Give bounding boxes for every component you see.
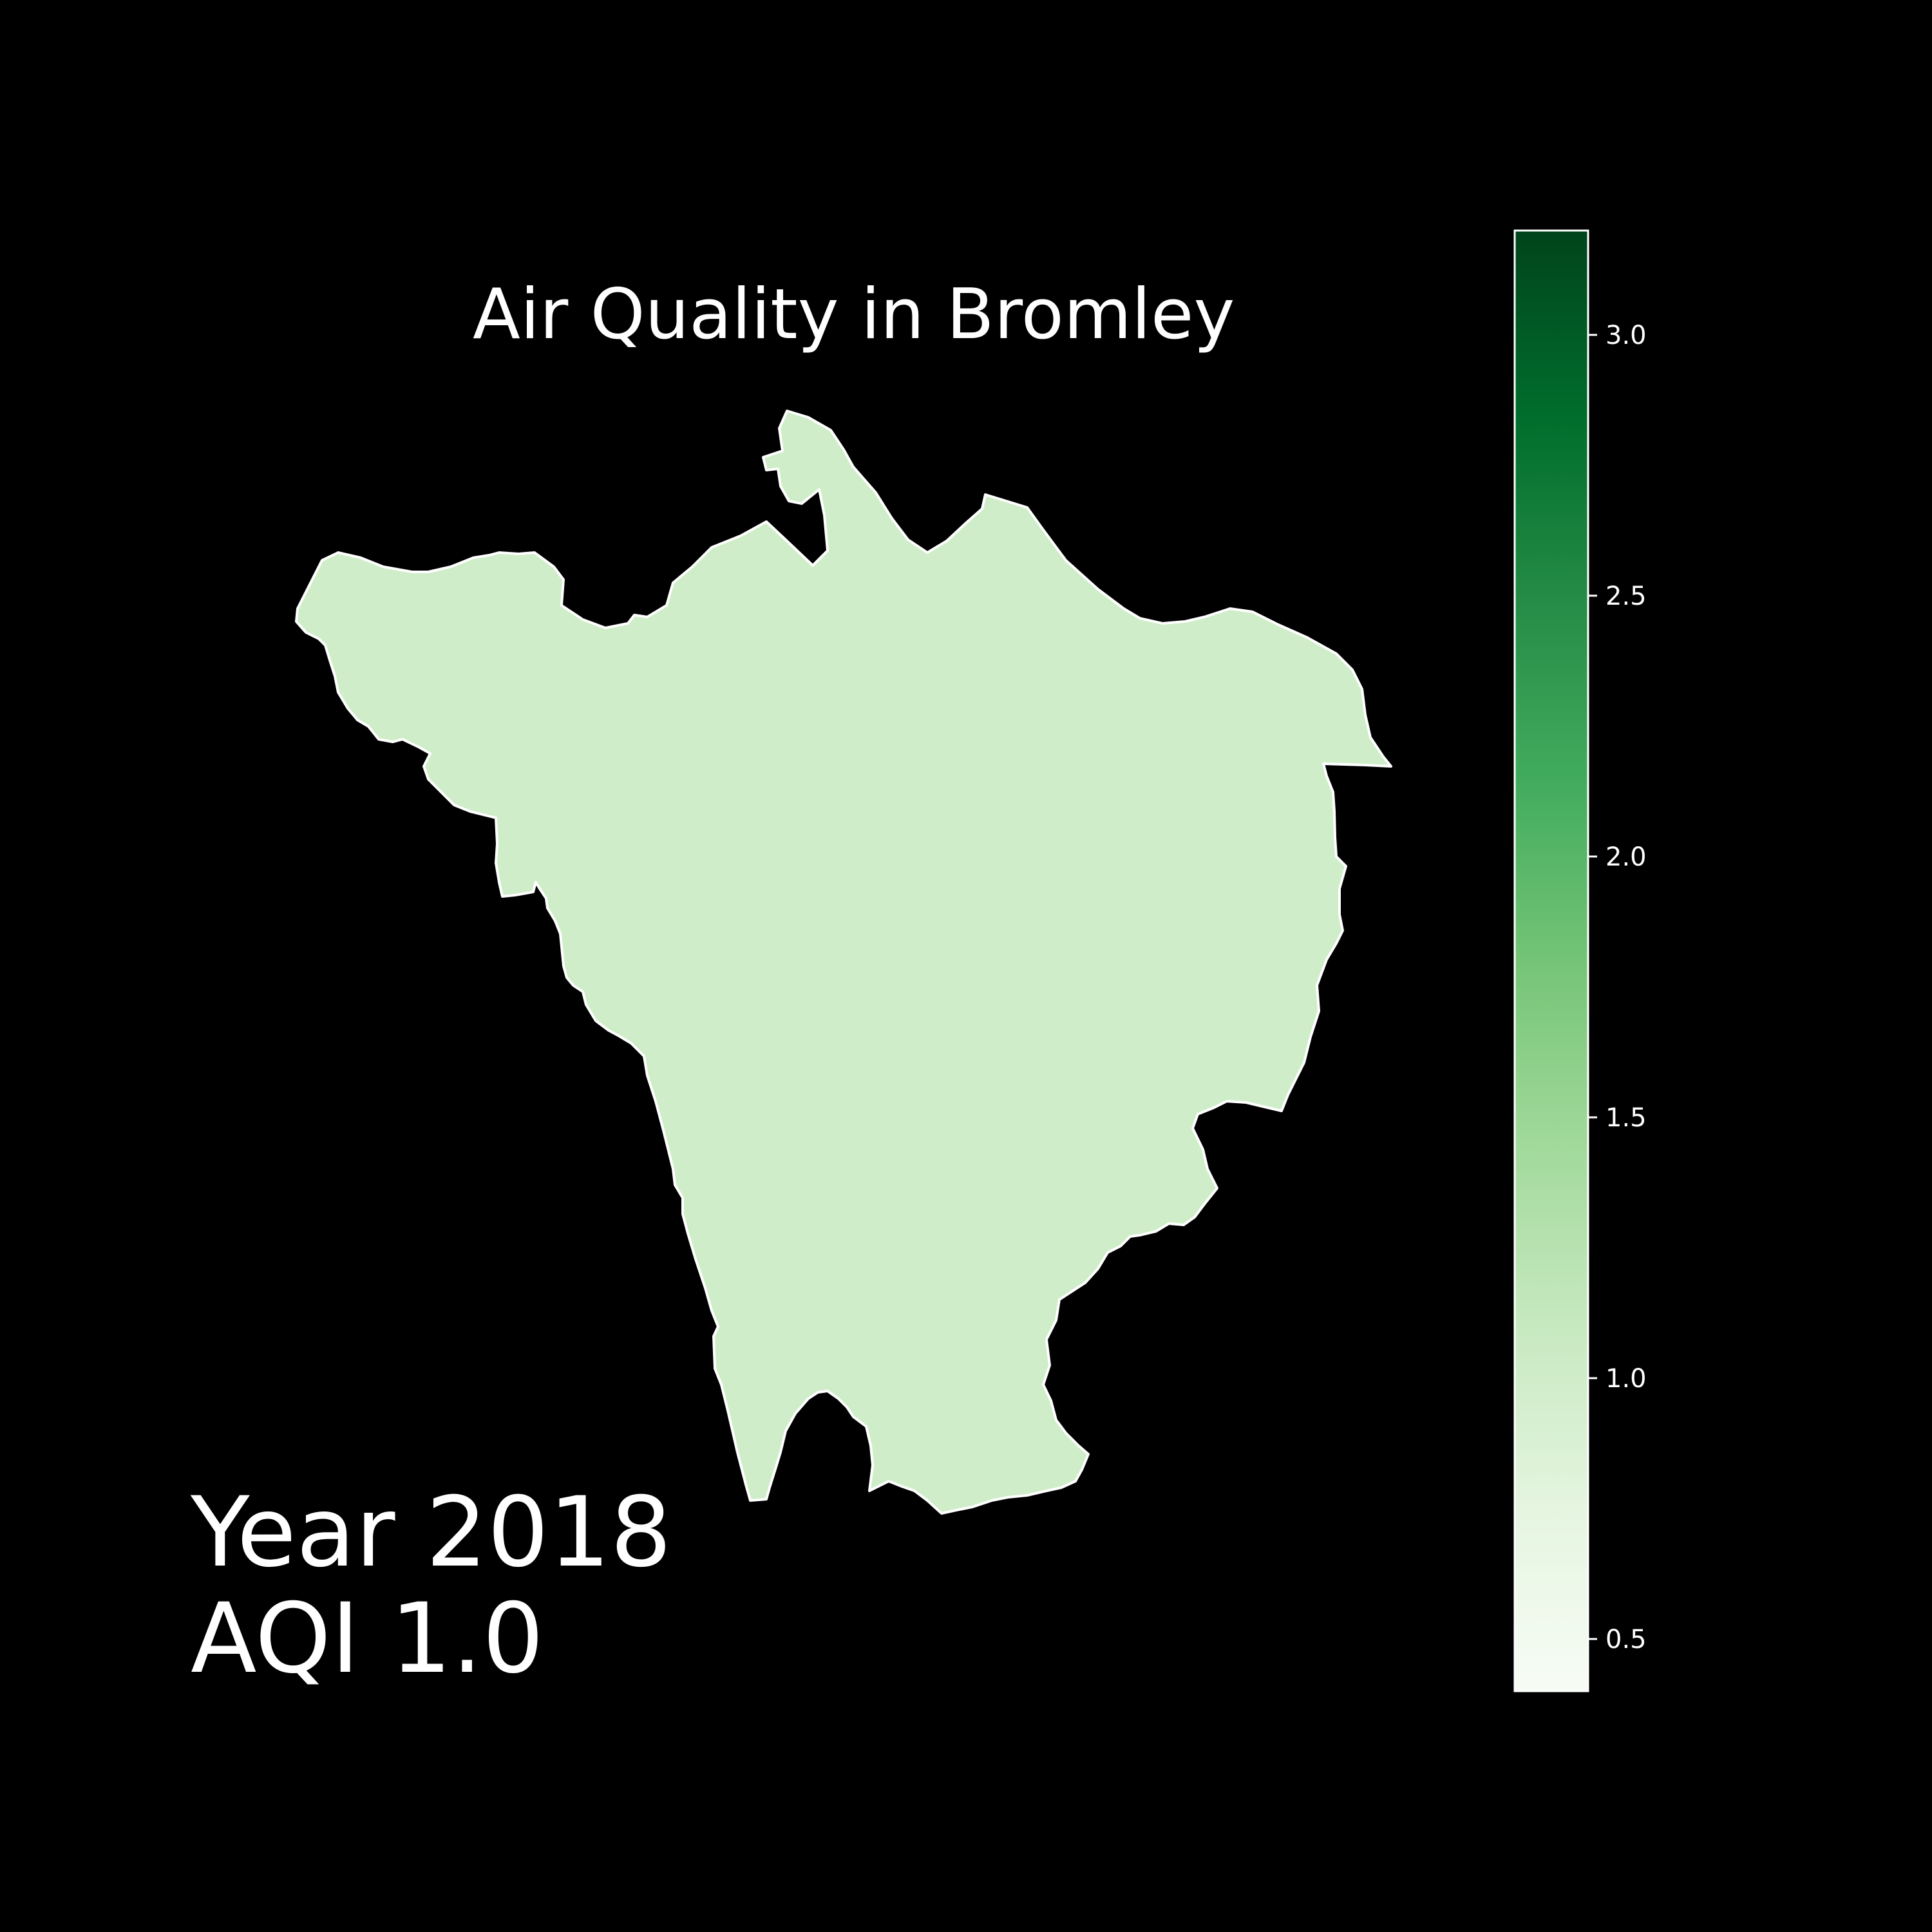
- bromley-region: [295, 410, 1392, 1515]
- colorbar-tick-label: 3.0: [1605, 321, 1647, 350]
- colorbar-tick-label: 1.5: [1605, 1103, 1647, 1133]
- colorbar-tick-label: 2.5: [1605, 582, 1647, 611]
- colorbar-tick-label: 1.0: [1605, 1364, 1647, 1394]
- year-label: Year 2018: [191, 1477, 672, 1589]
- colorbar-tick-label: 2.0: [1605, 842, 1647, 872]
- colorbar-tick-label: 0.5: [1605, 1625, 1647, 1654]
- map-title: Air Quality in Bromley: [473, 274, 1235, 355]
- aqi-label: AQI 1.0: [191, 1583, 544, 1695]
- colorbar-ticks: 0.5 1.0 1.5 2.0 2.5 3.0: [1588, 321, 1647, 1654]
- colorbar-gradient: [1513, 229, 1589, 1692]
